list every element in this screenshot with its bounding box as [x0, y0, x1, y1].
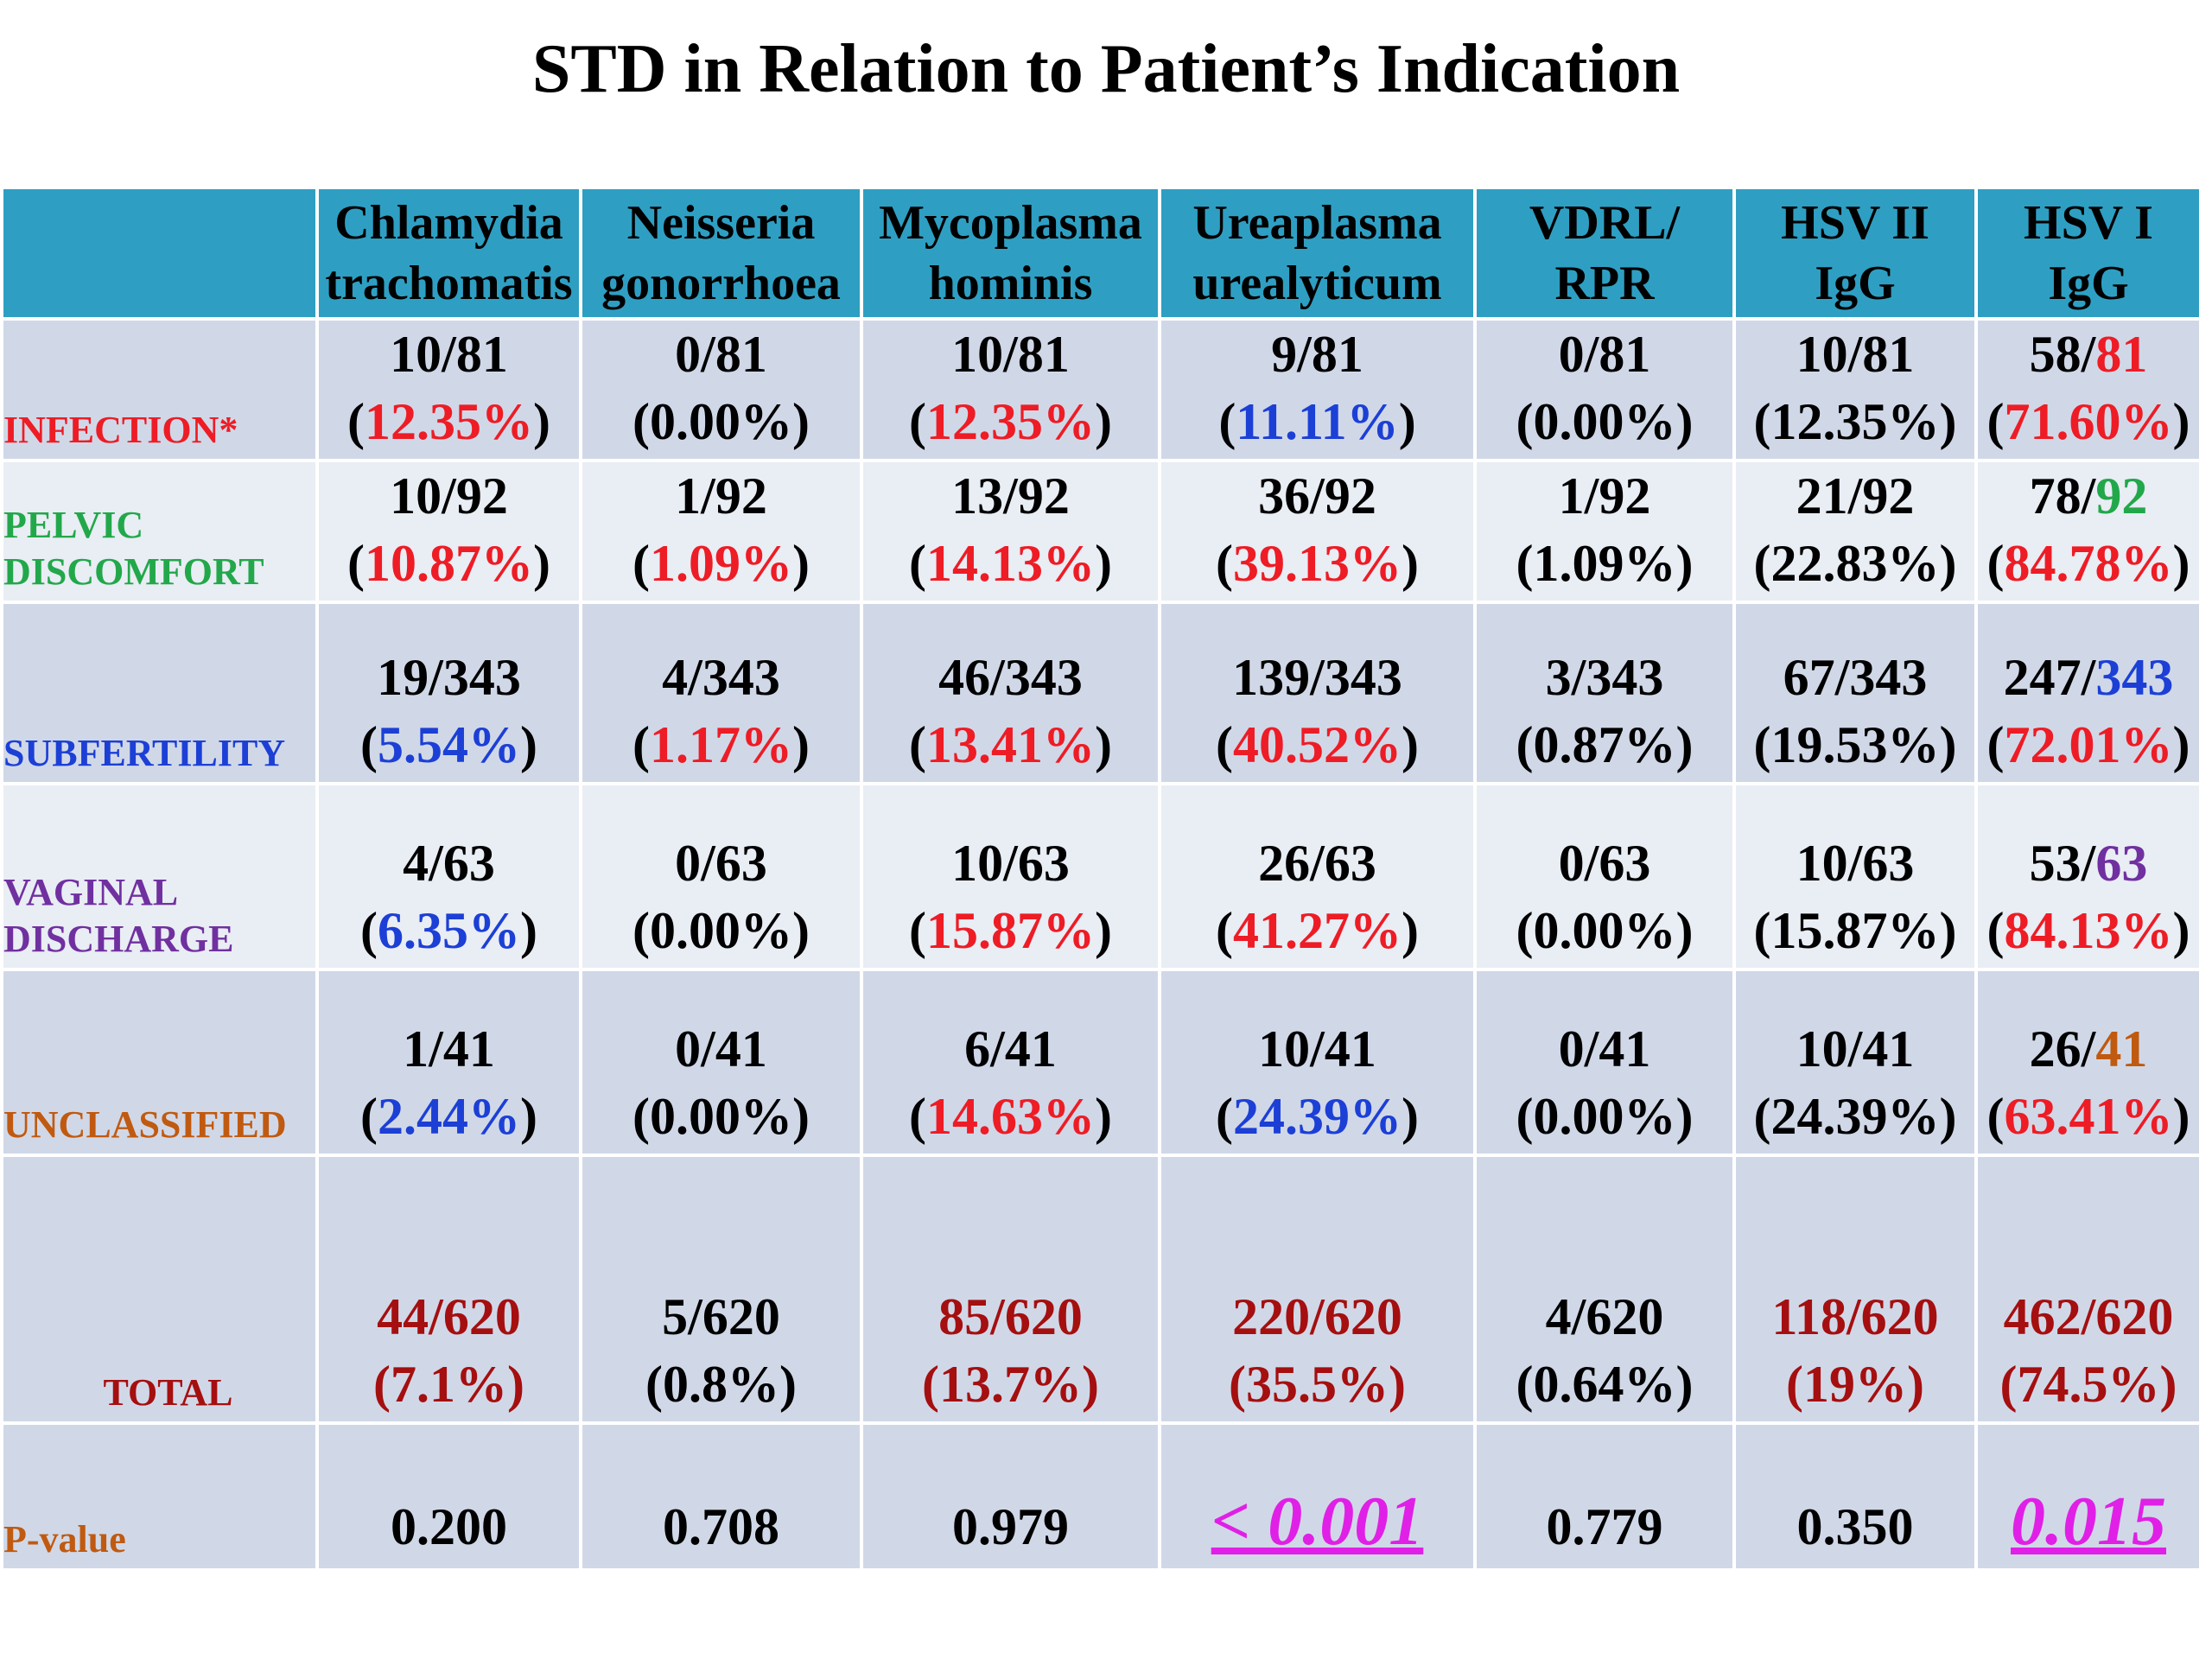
cell-unclassified-hsv2: 10/41 (24.39%): [1732, 968, 1978, 1157]
cell-subfertility-vdrl: 3/343 (0.87%): [1473, 601, 1736, 785]
cell-subfertility-chlamydia: 19/343 (5.54%): [315, 601, 582, 785]
pvalue-ureaplasma: < 0.001: [1158, 1421, 1477, 1572]
cell-infection-hsv1: 58/81 (71.60%): [1974, 317, 2202, 462]
cell-infection-ureaplasma: 9/81 (11.11%): [1158, 317, 1477, 462]
row-label-pvalue: P-value: [0, 1421, 319, 1572]
row-label-total: TOTAL: [0, 1154, 319, 1425]
header-ureaplasma: Ureaplasma urealyticum: [1158, 186, 1477, 321]
row-label-pelvic: PELVIC DISCOMFORT: [0, 459, 319, 604]
cell-vaginal-chlamydia: 4/63 (6.35%): [315, 782, 582, 971]
cell-vaginal-hsv2: 10/63 (15.87%): [1732, 782, 1978, 971]
cell-pelvic-hsv1: 78/92 (84.78%): [1974, 459, 2202, 604]
row-label-unclassified: UNCLASSIFIED: [0, 968, 319, 1157]
cell-subfertility-hsv1: 247/343 (72.01%): [1974, 601, 2202, 785]
table-row-unclassified: UNCLASSIFIED 1/41 (2.44%) 0/41 (0.00%) 6/4…: [0, 968, 2202, 1157]
cell-pelvic-chlamydia: 10/92 (10.87%): [315, 459, 582, 604]
row-label-infection: INFECTION*: [0, 317, 319, 462]
table-row-pvalue: P-value 0.200 0.708 0.979 < 0.001 0.779 …: [0, 1421, 2202, 1572]
cell-vaginal-ureaplasma: 26/63 (41.27%): [1158, 782, 1477, 971]
cell-subfertility-mycoplasma: 46/343 (13.41%): [860, 601, 1161, 785]
cell-infection-mycoplasma: 10/81 (12.35%): [860, 317, 1161, 462]
cell-vaginal-neisseria: 0/63 (0.00%): [579, 782, 863, 971]
header-chlamydia: Chlamydia trachomatis: [315, 186, 582, 321]
header-mycoplasma: Mycoplasma hominis: [860, 186, 1161, 321]
table-row-subfertility: SUBFERTILITY 19/343 (5.54%) 4/343 (1.17%) …: [0, 601, 2202, 785]
cell-vaginal-mycoplasma: 10/63 (15.87%): [860, 782, 1161, 971]
header-neisseria: Neisseria gonorrhoea: [579, 186, 863, 321]
cell-unclassified-neisseria: 0/41 (0.00%): [579, 968, 863, 1157]
cell-pelvic-mycoplasma: 13/92 (14.13%): [860, 459, 1161, 604]
header-row: Chlamydia trachomatis Neisseria gonorrhoea…: [0, 186, 2202, 321]
cell-subfertility-ureaplasma: 139/343 (40.52%): [1158, 601, 1477, 785]
std-indication-table: Chlamydia trachomatis Neisseria gonorrhoea…: [0, 186, 2202, 1572]
cell-unclassified-mycoplasma: 6/41 (14.63%): [860, 968, 1161, 1157]
cell-infection-hsv2: 10/81 (12.35%): [1732, 317, 1978, 462]
pvalue-hsv2: 0.350: [1732, 1421, 1978, 1572]
cell-subfertility-neisseria: 4/343 (1.17%): [579, 601, 863, 785]
cell-pelvic-ureaplasma: 36/92 (39.13%): [1158, 459, 1477, 604]
pvalue-neisseria: 0.708: [579, 1421, 863, 1572]
cell-unclassified-ureaplasma: 10/41 (24.39%): [1158, 968, 1477, 1157]
header-hsv1: HSV I IgG: [1974, 186, 2202, 321]
cell-subfertility-hsv2: 67/343 (19.53%): [1732, 601, 1978, 785]
table-row-pelvic: PELVIC DISCOMFORT 10/92 (10.87%) 1/92 (1.09…: [0, 459, 2202, 604]
pvalue-vdrl: 0.779: [1473, 1421, 1736, 1572]
table-row-total: TOTAL 44/620 (7.1%) 5/620 (0.8%) 85/620 (13…: [0, 1154, 2202, 1425]
header-hsv2: HSV II IgG: [1732, 186, 1978, 321]
cell-unclassified-chlamydia: 1/41 (2.44%): [315, 968, 582, 1157]
cell-vaginal-vdrl: 0/63 (0.00%): [1473, 782, 1736, 971]
pvalue-mycoplasma: 0.979: [860, 1421, 1161, 1572]
pvalue-chlamydia: 0.200: [315, 1421, 582, 1572]
pvalue-hsv1: 0.015: [1974, 1421, 2202, 1572]
cell-infection-neisseria: 0/81 (0.00%): [579, 317, 863, 462]
table-row-infection: INFECTION* 10/81 (12.35%) 0/81 (0.00%) 10/…: [0, 317, 2202, 462]
cell-total-mycoplasma: 85/620 (13.7%): [860, 1154, 1161, 1425]
cell-total-chlamydia: 44/620 (7.1%): [315, 1154, 582, 1425]
cell-total-ureaplasma: 220/620 (35.5%): [1158, 1154, 1477, 1425]
cell-infection-chlamydia: 10/81 (12.35%): [315, 317, 582, 462]
cell-total-hsv1: 462/620 (74.5%): [1974, 1154, 2202, 1425]
cell-pelvic-neisseria: 1/92 (1.09%): [579, 459, 863, 604]
header-vdrl: VDRL/RPR: [1473, 186, 1736, 321]
cell-total-vdrl: 4/620 (0.64%): [1473, 1154, 1736, 1425]
cell-pelvic-vdrl: 1/92 (1.09%): [1473, 459, 1736, 604]
cell-unclassified-hsv1: 26/41 (63.41%): [1974, 968, 2202, 1157]
row-label-subfertility: SUBFERTILITY: [0, 601, 319, 785]
cell-vaginal-hsv1: 53/63 (84.13%): [1974, 782, 2202, 971]
table-row-vaginal: VAGINAL DISCHARGE 4/63 (6.35%) 0/63 (0.00%)…: [0, 782, 2202, 971]
cell-total-hsv2: 118/620 (19%): [1732, 1154, 1978, 1425]
header-corner: [0, 186, 319, 321]
row-label-vaginal: VAGINAL DISCHARGE: [0, 782, 319, 971]
cell-total-neisseria: 5/620 (0.8%): [579, 1154, 863, 1425]
cell-unclassified-vdrl: 0/41 (0.00%): [1473, 968, 1736, 1157]
cell-pelvic-hsv2: 21/92 (22.83%): [1732, 459, 1978, 604]
cell-infection-vdrl: 0/81 (0.00%): [1473, 317, 1736, 462]
page-title: STD in Relation to Patient’s Indication: [531, 31, 1681, 107]
